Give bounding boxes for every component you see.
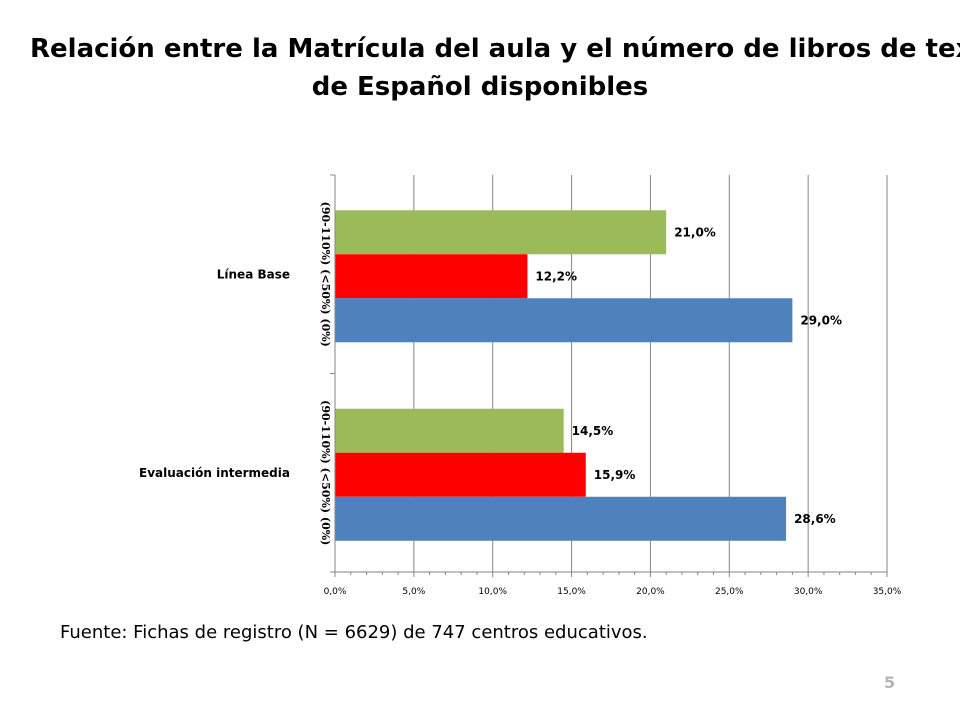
bar bbox=[335, 210, 667, 255]
x-tick-label: 10,0% bbox=[478, 587, 507, 597]
data-label: 12,2% bbox=[535, 269, 577, 283]
series-legend-label: (90-110%) (<50%) (0%) bbox=[319, 202, 332, 347]
x-tick-label: 0,0% bbox=[324, 587, 347, 597]
bar bbox=[335, 408, 564, 453]
bar bbox=[335, 496, 787, 541]
bar bbox=[335, 452, 586, 497]
data-label: 28,6% bbox=[794, 512, 836, 526]
bar bbox=[335, 298, 793, 343]
category-label: Línea Base bbox=[217, 267, 290, 281]
data-label: 21,0% bbox=[674, 225, 716, 239]
category-label: Evaluación intermedia bbox=[139, 466, 290, 480]
chart-title-line-2: de Español disponibles bbox=[311, 72, 649, 102]
data-label: 15,9% bbox=[594, 468, 636, 482]
chart-title: Relación entre la Matrícula del aula y e… bbox=[30, 30, 960, 106]
page-number: 5 bbox=[884, 673, 896, 692]
x-tick-label: 25,0% bbox=[715, 587, 744, 597]
x-tick-label: 5,0% bbox=[402, 587, 425, 597]
data-label: 14,5% bbox=[572, 424, 614, 438]
series-legend-label: (90-110%) (<50%) (0%) bbox=[319, 400, 332, 545]
source-note: Fuente: Fichas de registro (N = 6629) de… bbox=[60, 622, 648, 643]
bar bbox=[335, 254, 528, 299]
chart-title-line-1: Relación entre la Matrícula del aula y e… bbox=[30, 34, 960, 64]
data-label: 29,0% bbox=[800, 313, 842, 327]
x-tick-label: 15,0% bbox=[557, 587, 586, 597]
x-tick-label: 30,0% bbox=[794, 587, 823, 597]
x-tick-label: 20,0% bbox=[636, 587, 665, 597]
x-tick-label: 35,0% bbox=[873, 587, 902, 597]
